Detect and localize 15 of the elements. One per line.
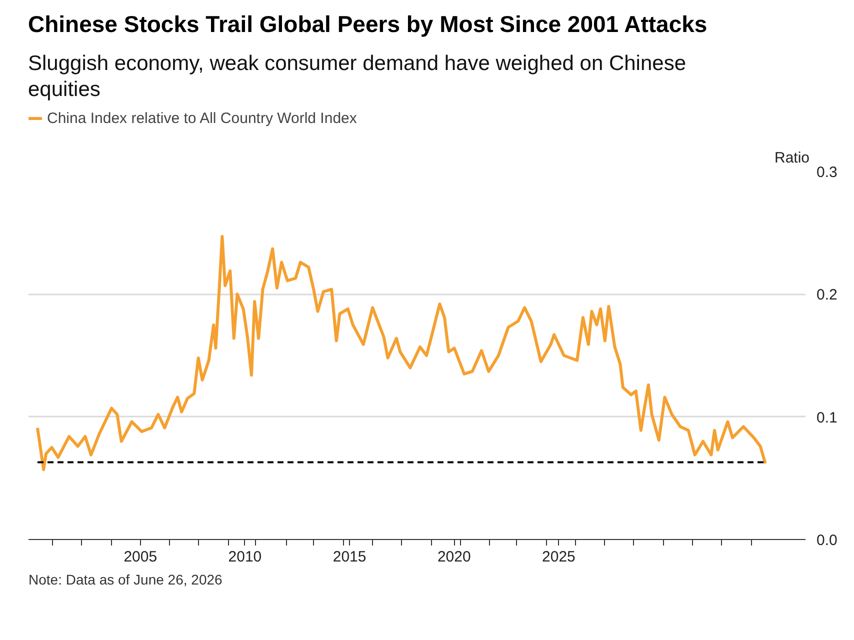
x-tick-label: 2005 — [124, 548, 158, 566]
x-tick-label: 2025 — [542, 548, 576, 566]
chart-subtitle: Sluggish economy, weak consumer demand have weighed on Chinese equities — [28, 50, 688, 104]
legend-label: China Index relative to All Country World Index — [47, 110, 357, 127]
y-axis-title: Ratio — [774, 150, 810, 167]
x-tick-label: 2020 — [437, 548, 471, 566]
x-tick-label: 2010 — [228, 548, 262, 566]
text: Note: Data as of June 26, 2026 — [28, 572, 223, 588]
y-tick-label: 0.0 — [816, 532, 838, 550]
y-tick-label: 0.1 — [816, 410, 838, 427]
x-tick-label: 2015 — [332, 548, 366, 566]
y-tick-label: 0.2 — [816, 287, 838, 304]
chart-title: Chinese Stocks Trail Global Peers by Most Since 2001 Attacks — [28, 10, 708, 39]
y-tick-label: 0.3 — [816, 164, 838, 182]
line-series — [36, 235, 767, 472]
